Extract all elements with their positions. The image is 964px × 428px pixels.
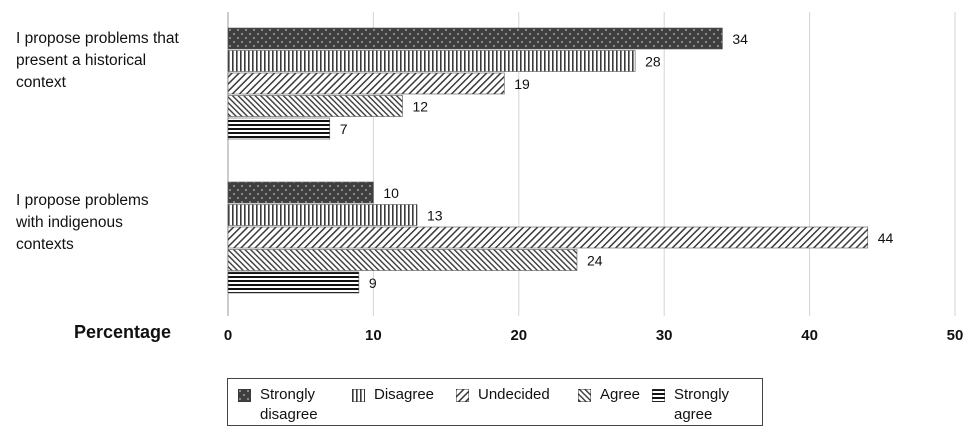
legend-swatch-vertical-lines xyxy=(352,389,365,402)
bar-vertical-lines-group-1 xyxy=(227,204,418,226)
x-tick-label-50: 50 xyxy=(947,327,964,344)
value-label-horizontal-lines-group-1: 9 xyxy=(369,275,377,291)
bar-horizontal-lines-group-0 xyxy=(227,117,331,140)
legend-swatch-back-diagonal-lines xyxy=(578,389,591,402)
legend-label: Strongly agree xyxy=(674,386,730,423)
x-tick-label-10: 10 xyxy=(365,327,382,344)
bars xyxy=(227,27,869,294)
value-label-horizontal-lines-group-0: 7 xyxy=(340,121,348,137)
bar-back-diagonal-lines-group-1 xyxy=(227,249,578,271)
legend-label: Disagree xyxy=(374,386,435,403)
x-tick-labels: 0 10 20 30 40 50 xyxy=(224,327,964,344)
value-labels: 34 28 19 12 7 10 13 44 24 9 xyxy=(340,31,894,291)
bar-dots-group-1 xyxy=(227,181,374,204)
x-tick-label-20: 20 xyxy=(510,327,527,344)
value-label-back-diagonal-lines-group-1: 24 xyxy=(587,253,603,269)
bar-back-diagonal-lines-group-0 xyxy=(227,95,403,117)
legend-swatch-dots xyxy=(238,389,251,402)
legend-label: Agree xyxy=(600,386,641,403)
x-tick-label-30: 30 xyxy=(656,327,673,344)
value-label-diagonal-lines-group-0: 19 xyxy=(514,76,530,92)
value-label-vertical-lines-group-1: 13 xyxy=(427,208,443,224)
legend: Strongly disagree Disagree Undecided Agr… xyxy=(227,378,763,426)
value-label-diagonal-lines-group-1: 44 xyxy=(878,230,894,246)
value-label-vertical-lines-group-0: 28 xyxy=(645,54,661,70)
category-label-indigenous: I propose problems with indigenous conte… xyxy=(16,192,149,253)
x-axis-title: Percentage xyxy=(74,322,172,342)
legend-label: Strongly disagree xyxy=(260,386,318,423)
value-label-dots-group-0: 34 xyxy=(732,31,748,47)
bar-horizontal-lines-group-1 xyxy=(227,271,360,294)
bar-chart: 34 28 19 12 7 10 13 44 24 9 0 10 20 30 40 50 xyxy=(224,12,964,344)
category-label-historical: I propose problems that present a histor… xyxy=(16,30,179,91)
value-label-dots-group-1: 10 xyxy=(383,185,399,201)
legend-label: Undecided xyxy=(478,386,550,403)
legend-swatch-horizontal-lines xyxy=(652,389,665,402)
x-tick-label-0: 0 xyxy=(224,327,232,344)
legend-swatch-diagonal-lines xyxy=(456,389,469,402)
bar-diagonal-lines-group-1 xyxy=(227,226,869,249)
bar-vertical-lines-group-0 xyxy=(227,50,636,72)
x-tick-label-40: 40 xyxy=(801,327,818,344)
bar-diagonal-lines-group-0 xyxy=(227,72,505,95)
value-label-back-diagonal-lines-group-0: 12 xyxy=(412,99,428,115)
bar-dots-group-0 xyxy=(227,27,723,50)
